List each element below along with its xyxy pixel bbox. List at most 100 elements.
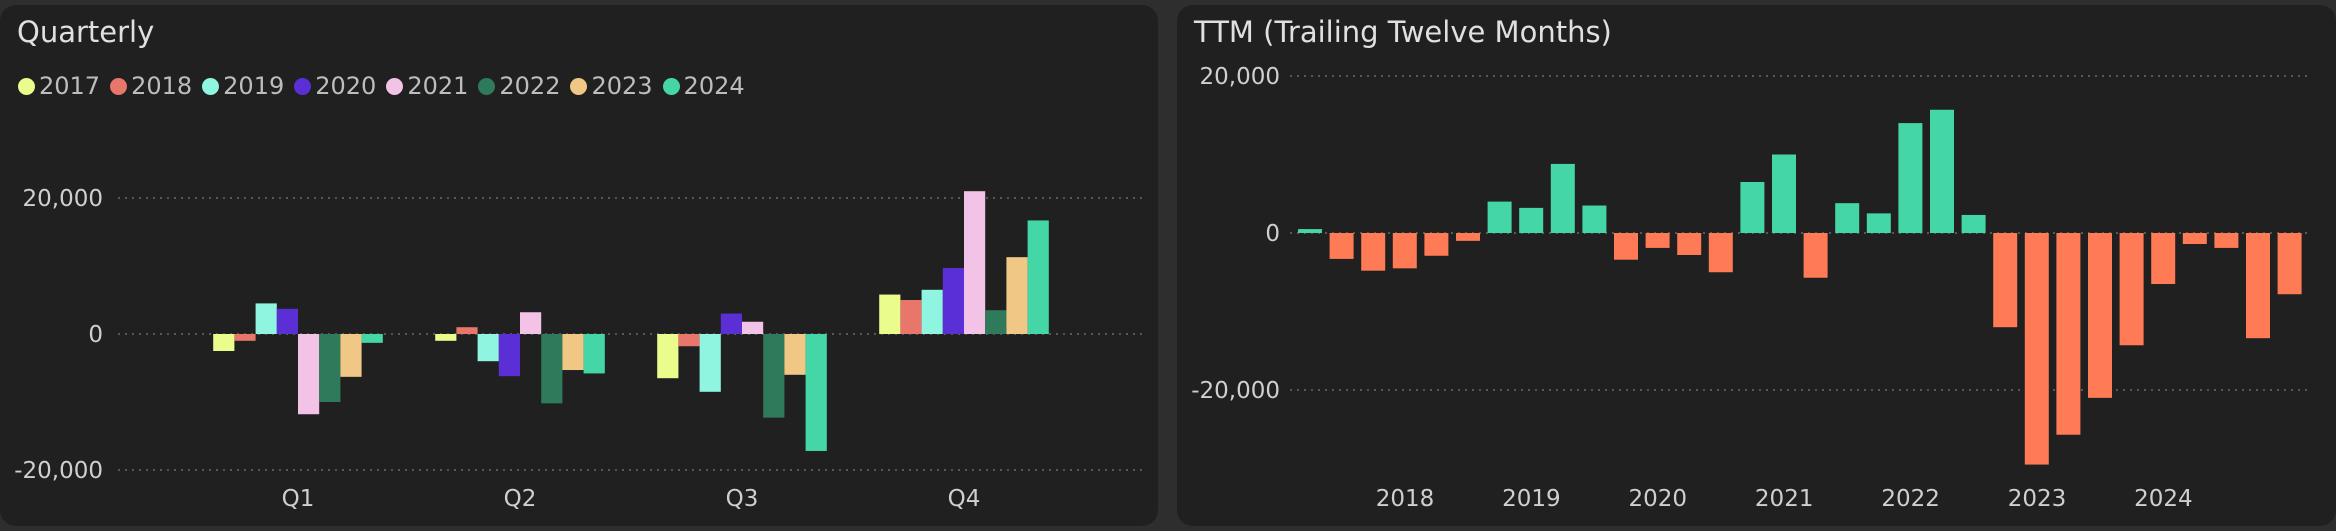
ttm-bar-26[interactable] (2119, 233, 2144, 346)
bar-Q1-2019[interactable] (255, 303, 277, 334)
legend-swatch (110, 77, 128, 95)
legend-swatch (478, 77, 496, 95)
legend-label: 2022 (499, 72, 561, 100)
ttm-bar-6[interactable] (1487, 201, 1512, 233)
quarterly-chart: -20,000 0 20,000 Q1 Q2 Q3 Q4 (14, 186, 1142, 512)
x-tick-label: 2019 (1502, 486, 1561, 512)
legend-label: 2021 (407, 72, 469, 100)
legend-swatch (294, 77, 312, 95)
bar-Q1-2017[interactable] (213, 334, 235, 351)
legend-item-2017[interactable]: 2017 (18, 72, 100, 100)
bar-Q3-2019[interactable] (699, 334, 721, 392)
legend-item-2019[interactable]: 2019 (202, 72, 284, 100)
ttm-bar-23[interactable] (2024, 233, 2049, 465)
ttm-bar-18[interactable] (1866, 213, 1891, 233)
bar-Q4-2018[interactable] (900, 300, 922, 334)
ttm-bar-20[interactable] (1930, 109, 1954, 233)
x-tick-label: Q2 (504, 486, 537, 512)
legend-label: 2020 (315, 72, 377, 100)
ttm-bar-11[interactable] (1645, 233, 1670, 248)
ttm-bar-13[interactable] (1708, 233, 1733, 273)
ttm-bar-9[interactable] (1582, 205, 1607, 233)
ttm-bar-21[interactable] (1961, 214, 1986, 233)
ttm-bar-22[interactable] (1993, 233, 2018, 328)
bar-Q4-2020[interactable] (942, 268, 964, 334)
legend-item-2022[interactable]: 2022 (478, 72, 560, 100)
ttm-bar-28[interactable] (2182, 233, 2207, 244)
bar-Q1-2024[interactable] (361, 334, 383, 343)
legend-item-2023[interactable]: 2023 (570, 72, 653, 100)
ttm-bar-4[interactable] (1424, 233, 1449, 256)
bar-Q2-2021[interactable] (520, 312, 542, 334)
quarterly-panel: Quarterly 2017 2018 2019 2020 2021 2022 2023 20… (0, 5, 1158, 526)
bar-Q3-2024[interactable] (805, 334, 827, 451)
ttm-bar-27[interactable] (2151, 233, 2176, 285)
bar-Q3-2023[interactable] (784, 334, 806, 375)
ttm-bar-24[interactable] (2056, 233, 2081, 435)
ttm-bar-31[interactable] (2277, 233, 2302, 295)
x-tick-label: 2021 (1755, 486, 1814, 512)
ttm-bar-30[interactable] (2246, 233, 2270, 339)
bar-Q2-2020[interactable] (498, 334, 520, 377)
bar-Q1-2021[interactable] (298, 334, 320, 415)
legend-swatch (18, 77, 35, 95)
bar-Q2-2018[interactable] (456, 327, 478, 334)
y-tick-label: 0 (1265, 221, 1280, 247)
legend-swatch (202, 77, 220, 95)
bar-Q2-2019[interactable] (477, 334, 499, 362)
ttm-bar-1[interactable] (1329, 233, 1354, 259)
bar-Q4-2019[interactable] (921, 289, 943, 334)
ttm-bar-29[interactable] (2214, 233, 2239, 248)
ttm-bar-3[interactable] (1392, 233, 1417, 269)
bar-Q3-2021[interactable] (742, 321, 764, 334)
legend-item-2020[interactable]: 2020 (294, 72, 376, 100)
x-tick-label: Q3 (726, 486, 759, 512)
ttm-bar-12[interactable] (1677, 233, 1702, 255)
ttm-bar-10[interactable] (1614, 233, 1638, 260)
bar-Q3-2020[interactable] (720, 313, 742, 334)
ttm-bar-25[interactable] (2088, 233, 2112, 398)
y-tick-label: 20,000 (23, 186, 103, 212)
bar-Q3-2022[interactable] (763, 334, 785, 418)
legend-swatch (570, 77, 588, 95)
bar-Q2-2024[interactable] (583, 334, 605, 374)
ttm-bar-2[interactable] (1361, 233, 1386, 271)
legend-item-2018[interactable]: 2018 (110, 72, 192, 100)
ttm-bar-19[interactable] (1898, 123, 1923, 233)
bar-Q1-2020[interactable] (276, 308, 298, 334)
legend-item-2024[interactable]: 2024 (662, 72, 745, 100)
ttm-bar-5[interactable] (1456, 233, 1480, 241)
ttm-bar-8[interactable] (1550, 163, 1575, 233)
ttm-title: TTM (Trailing Twelve Months) (1194, 15, 1612, 49)
legend-item-2021[interactable]: 2021 (386, 72, 468, 100)
y-tick-label: -20,000 (1191, 378, 1280, 404)
ttm-chart: -20,000 0 20,000 2018 2019 2020 2021 2022 2023 20… (1191, 64, 2312, 512)
bar-Q3-2018[interactable] (678, 334, 700, 347)
ttm-bar-14[interactable] (1740, 181, 1765, 233)
legend-label: 2017 (39, 72, 101, 100)
ttm-bar-7[interactable] (1519, 207, 1544, 233)
quarterly-legend: 2017 2018 2019 2020 2021 2022 2023 2024 (18, 72, 755, 100)
x-tick-label: 2020 (1629, 486, 1688, 512)
bar-Q2-2023[interactable] (562, 334, 584, 371)
bar-Q1-2023[interactable] (340, 334, 362, 377)
bar-Q4-2024[interactable] (1027, 220, 1049, 334)
bar-Q1-2022[interactable] (319, 334, 341, 402)
bar-Q2-2022[interactable] (541, 334, 563, 404)
ttm-bar-15[interactable] (1772, 154, 1796, 234)
y-tick-label: 0 (88, 322, 103, 348)
legend-label: 2018 (131, 72, 193, 100)
bar-Q4-2017[interactable] (879, 294, 901, 334)
bar-Q4-2023[interactable] (1006, 257, 1028, 334)
bar-Q2-2017[interactable] (435, 334, 457, 341)
bar-Q4-2021[interactable] (964, 191, 986, 334)
bar-Q4-2022[interactable] (985, 310, 1007, 334)
bar-Q1-2018[interactable] (234, 334, 256, 341)
ttm-bar-17[interactable] (1835, 203, 1860, 233)
legend-label: 2019 (223, 72, 285, 100)
y-tick-label: -20,000 (14, 458, 103, 484)
bar-Q3-2017[interactable] (657, 334, 679, 379)
ttm-bar-0[interactable] (1298, 229, 1322, 233)
legend-swatch (386, 77, 404, 95)
ttm-bar-16[interactable] (1803, 233, 1828, 278)
